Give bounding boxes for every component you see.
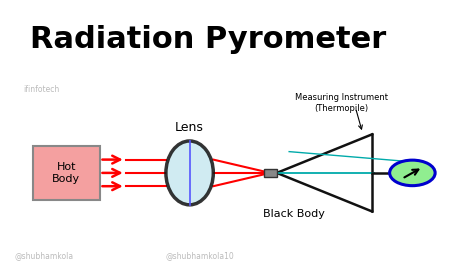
Text: ifinfotech: ifinfotech [24,85,60,94]
Text: @shubhamkola: @shubhamkola [14,251,73,260]
Ellipse shape [166,141,213,205]
Bar [33,146,100,200]
Text: Measuring Instrument
(Thermopile): Measuring Instrument (Thermopile) [295,93,388,113]
Text: Radiation Pyrometer: Radiation Pyrometer [30,25,387,55]
Text: Hot
Body: Hot Body [52,162,81,184]
Text: @shubhamkola10: @shubhamkola10 [166,251,235,260]
Text: Black Body: Black Body [263,209,325,219]
Ellipse shape [390,160,435,186]
Bar [264,169,277,177]
Text: Lens: Lens [175,121,204,134]
